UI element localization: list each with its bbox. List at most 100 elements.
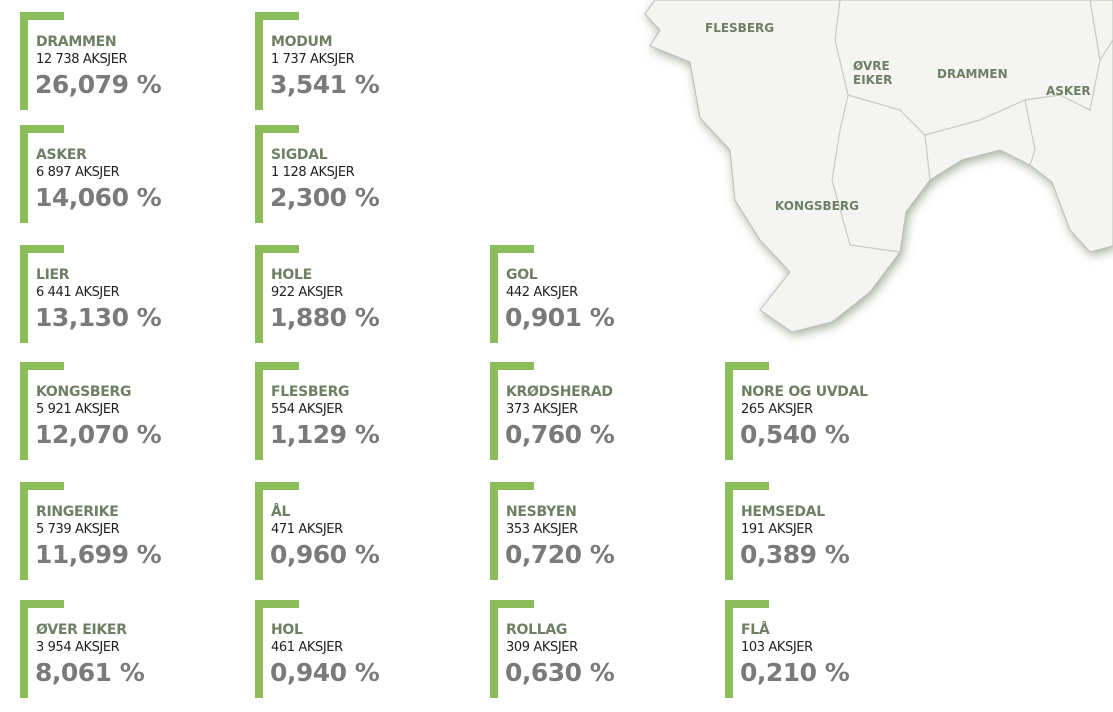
- share-count: 922 AKSJER: [271, 285, 343, 300]
- share-percent: 13,130 %: [35, 303, 162, 332]
- bracket-top: [20, 482, 64, 490]
- share-percent: 1,129 %: [270, 420, 380, 449]
- bracket-top: [725, 482, 769, 490]
- share-count: 1 737 AKSJER: [271, 52, 355, 67]
- bracket-vertical: [255, 362, 263, 460]
- share-count: 471 AKSJER: [271, 522, 343, 537]
- bracket-vertical: [255, 482, 263, 580]
- map-label: DRAMMEN: [937, 67, 1008, 81]
- share-count: 3 954 AKSJER: [36, 640, 120, 655]
- municipality-card: HEMSEDAL 191 AKSJER 0,389 %: [725, 482, 945, 594]
- bracket-vertical: [490, 362, 498, 460]
- share-percent: 0,960 %: [270, 540, 380, 569]
- bracket-vertical: [725, 600, 733, 698]
- share-percent: 14,060 %: [35, 183, 162, 212]
- municipality-card: NESBYEN 353 AKSJER 0,720 %: [490, 482, 710, 594]
- municipality-name: HOLE: [271, 267, 312, 283]
- map-label: EIKER: [853, 73, 892, 87]
- bracket-top: [725, 600, 769, 608]
- map-label: ASKER: [1046, 84, 1091, 98]
- share-percent: 0,940 %: [270, 658, 380, 687]
- bracket-vertical: [725, 362, 733, 460]
- bracket-top: [255, 600, 299, 608]
- municipality-card: SIGDAL 1 128 AKSJER 2,300 %: [255, 125, 475, 237]
- municipality-card: ROLLAG 309 AKSJER 0,630 %: [490, 600, 710, 712]
- municipality-card: RINGERIKE 5 739 AKSJER 11,699 %: [20, 482, 240, 594]
- municipality-name: KRØDSHERAD: [506, 384, 613, 400]
- share-percent: 26,079 %: [35, 70, 162, 99]
- bracket-vertical: [20, 600, 28, 698]
- municipality-name: HOL: [271, 622, 303, 638]
- municipality-card: NORE OG UVDAL 265 AKSJER 0,540 %: [725, 362, 945, 474]
- municipality-name: HEMSEDAL: [741, 504, 825, 520]
- municipality-card: ASKER 6 897 AKSJER 14,060 %: [20, 125, 240, 237]
- share-count: 191 AKSJER: [741, 522, 813, 537]
- bracket-vertical: [20, 482, 28, 580]
- share-count: 6 441 AKSJER: [36, 285, 120, 300]
- share-percent: 0,720 %: [505, 540, 615, 569]
- municipality-card: ØVER EIKER 3 954 AKSJER 8,061 %: [20, 600, 240, 712]
- municipality-card: FLESBERG 554 AKSJER 1,129 %: [255, 362, 475, 474]
- municipality-card: KRØDSHERAD 373 AKSJER 0,760 %: [490, 362, 710, 474]
- municipality-name: GOL: [506, 267, 538, 283]
- municipality-name: SIGDAL: [271, 147, 328, 163]
- municipality-name: RINGERIKE: [36, 504, 119, 520]
- share-percent: 0,389 %: [740, 540, 850, 569]
- bracket-vertical: [490, 245, 498, 343]
- bracket-vertical: [255, 245, 263, 343]
- share-percent: 1,880 %: [270, 303, 380, 332]
- municipality-name: LIER: [36, 267, 70, 283]
- bracket-vertical: [20, 125, 28, 223]
- bracket-vertical: [490, 600, 498, 698]
- share-count: 103 AKSJER: [741, 640, 813, 655]
- share-count: 265 AKSJER: [741, 402, 813, 417]
- bracket-top: [20, 245, 64, 253]
- bracket-top: [20, 362, 64, 370]
- bracket-vertical: [255, 12, 263, 110]
- share-percent: 11,699 %: [35, 540, 162, 569]
- municipality-name: ØVER EIKER: [36, 622, 127, 638]
- share-count: 6 897 AKSJER: [36, 165, 120, 180]
- share-count: 373 AKSJER: [506, 402, 578, 417]
- share-percent: 0,210 %: [740, 658, 850, 687]
- bracket-vertical: [20, 12, 28, 110]
- municipality-name: ROLLAG: [506, 622, 568, 638]
- municipality-name: FLESBERG: [271, 384, 350, 400]
- share-percent: 0,760 %: [505, 420, 615, 449]
- municipality-card: GOL 442 AKSJER 0,901 %: [490, 245, 710, 357]
- municipality-card: KONGSBERG 5 921 AKSJER 12,070 %: [20, 362, 240, 474]
- municipality-card: HOL 461 AKSJER 0,940 %: [255, 600, 475, 712]
- share-count: 461 AKSJER: [271, 640, 343, 655]
- municipality-name: ASKER: [36, 147, 87, 163]
- map-label: ØVRE: [853, 59, 890, 73]
- share-percent: 0,540 %: [740, 420, 850, 449]
- bracket-top: [255, 245, 299, 253]
- bracket-top: [20, 12, 64, 20]
- share-count: 442 AKSJER: [506, 285, 578, 300]
- municipality-card: HOLE 922 AKSJER 1,880 %: [255, 245, 475, 357]
- municipality-name: NORE OG UVDAL: [741, 384, 868, 400]
- bracket-top: [20, 125, 64, 133]
- share-count: 1 128 AKSJER: [271, 165, 355, 180]
- municipality-name: DRAMMEN: [36, 34, 117, 50]
- municipality-name: MODUM: [271, 34, 333, 50]
- municipality-card: DRAMMEN 12 738 AKSJER 26,079 %: [20, 12, 240, 124]
- municipality-card: LIER 6 441 AKSJER 13,130 %: [20, 245, 240, 357]
- bracket-vertical: [490, 482, 498, 580]
- bracket-vertical: [255, 600, 263, 698]
- bracket-top: [490, 482, 534, 490]
- bracket-vertical: [20, 245, 28, 343]
- share-percent: 0,901 %: [505, 303, 615, 332]
- share-percent: 0,630 %: [505, 658, 615, 687]
- share-count: 309 AKSJER: [506, 640, 578, 655]
- bracket-top: [725, 362, 769, 370]
- map-shape: [644, 0, 1113, 333]
- share-percent: 8,061 %: [35, 658, 145, 687]
- bracket-top: [490, 600, 534, 608]
- municipality-card: MODUM 1 737 AKSJER 3,541 %: [255, 12, 475, 124]
- map-label: KONGSBERG: [775, 199, 859, 213]
- municipality-card: FLÅ 103 AKSJER 0,210 %: [725, 600, 945, 712]
- bracket-top: [490, 245, 534, 253]
